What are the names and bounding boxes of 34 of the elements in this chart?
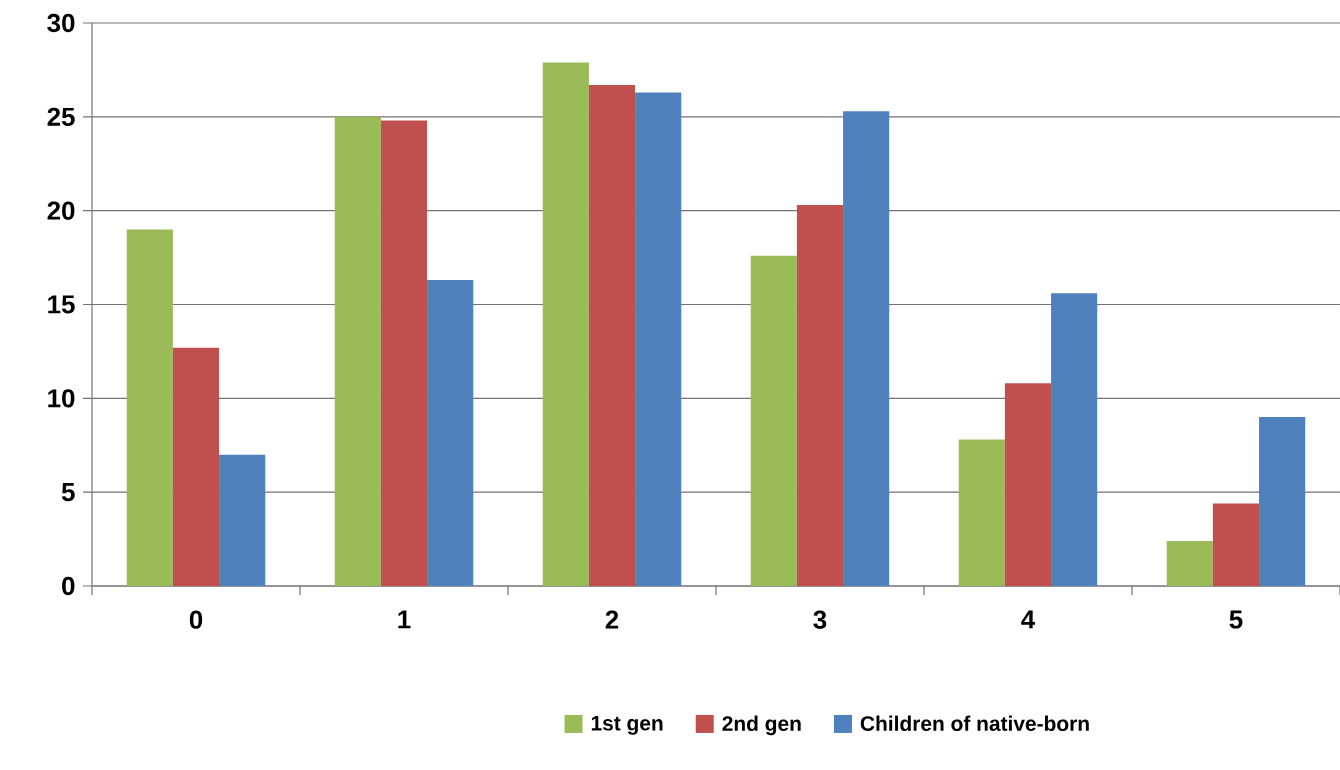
bar	[843, 111, 890, 586]
bar	[635, 92, 682, 586]
legend-label: 2nd gen	[722, 715, 801, 736]
bar	[750, 255, 797, 586]
y-tick-label: 0	[62, 576, 75, 596]
legend-label: Children of native-born	[860, 715, 1089, 731]
bar	[796, 205, 844, 586]
x-tick-label: 0	[189, 610, 203, 629]
bar	[542, 62, 589, 586]
y-tick-label: 25	[47, 107, 75, 126]
y-tick-label: 20	[47, 201, 75, 220]
y-tick-label: 10	[48, 389, 75, 408]
y-tick-label: 15	[48, 295, 75, 314]
bar	[1051, 293, 1098, 586]
bar	[219, 454, 266, 586]
bar	[1212, 503, 1260, 586]
y-tick-label: 30	[47, 13, 75, 33]
x-tick-label: 2	[605, 610, 619, 629]
bar	[380, 120, 428, 586]
bar	[958, 439, 1005, 586]
legend-label: 1st gen	[591, 715, 663, 735]
bar	[172, 347, 220, 586]
bar	[1166, 540, 1213, 586]
x-tick-label: 1	[398, 610, 411, 629]
y-tick-label: 5	[61, 483, 75, 502]
x-tick-label: 5	[1229, 610, 1243, 629]
bar	[1259, 417, 1306, 586]
x-tick-label: 3	[813, 610, 827, 629]
bar	[588, 84, 636, 586]
x-tick-label: 4	[1021, 610, 1036, 629]
bar	[427, 280, 474, 586]
bar	[334, 116, 381, 586]
bar	[1004, 383, 1052, 586]
bar	[126, 229, 173, 586]
